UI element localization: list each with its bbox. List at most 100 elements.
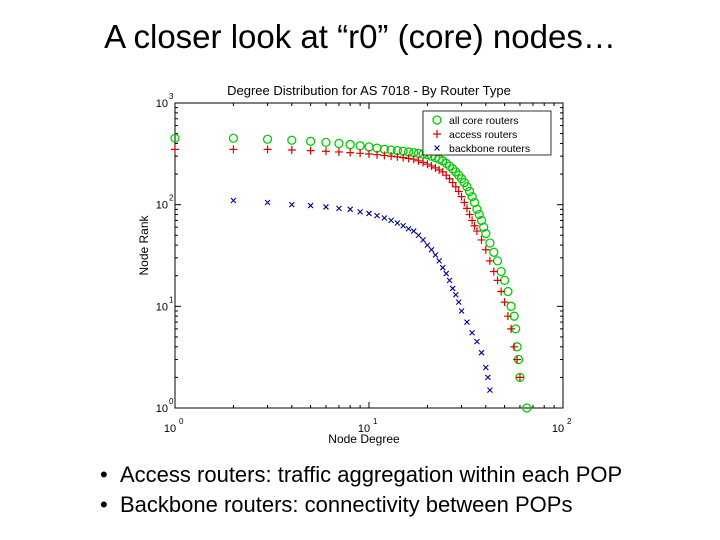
- data-point-x: [388, 217, 394, 224]
- x-axis-label: Node Degree: [328, 432, 400, 446]
- data-point-plus: [321, 147, 330, 156]
- data-point-circle: [472, 204, 482, 214]
- data-point-plus: [457, 192, 466, 201]
- bullet-dot-icon: •: [100, 492, 108, 517]
- data-point-plus: [465, 210, 474, 219]
- y-tick-label: 10: [156, 98, 168, 110]
- data-point-circle: [506, 301, 516, 311]
- data-point-x: [323, 204, 329, 210]
- data-point-plus: [489, 267, 498, 276]
- data-point-plus: [472, 227, 481, 236]
- series-circle: [170, 133, 532, 413]
- data-point-circle: [287, 135, 297, 145]
- legend-label: access routers: [449, 129, 517, 141]
- data-point-circle: [492, 256, 503, 266]
- data-point-x: [307, 202, 314, 209]
- y-tick-label: 10: [156, 403, 168, 415]
- bullet-item: • Backbone routers: connectivity between …: [100, 490, 622, 520]
- data-point-x: [410, 228, 417, 234]
- data-point-circle: [448, 164, 458, 174]
- data-point-plus: [393, 152, 402, 161]
- data-point-circle: [496, 266, 506, 277]
- y-tick-label-exponent: 2: [169, 194, 174, 203]
- data-point-x: [381, 215, 388, 221]
- x-tick-label: 10: [164, 423, 176, 435]
- data-point-plus: [438, 167, 447, 176]
- y-axis-label: Node Rank: [137, 214, 151, 275]
- data-point-x: [446, 277, 453, 284]
- data-point-circle: [262, 134, 273, 144]
- data-point-x: [400, 222, 407, 229]
- legend-marker-x: [434, 145, 440, 151]
- data-point-plus: [414, 156, 423, 165]
- x-tick-label-exponent: 2: [567, 417, 572, 426]
- data-point-circle: [462, 182, 472, 192]
- data-point-plus: [435, 165, 444, 174]
- data-point-plus: [493, 276, 502, 285]
- data-point-circle: [364, 142, 374, 152]
- data-point-plus: [423, 160, 432, 169]
- data-point-plus: [507, 324, 516, 333]
- data-point-circle: [355, 141, 365, 151]
- data-point-plus: [451, 182, 460, 191]
- data-point-x: [424, 242, 431, 249]
- data-point-plus: [468, 216, 477, 225]
- data-point-plus: [485, 256, 494, 265]
- y-tick-label-exponent: 0: [169, 397, 174, 406]
- series-x: [230, 197, 493, 393]
- data-point-x: [405, 225, 412, 232]
- data-point-x: [474, 338, 480, 345]
- data-point-x: [420, 237, 426, 243]
- data-point-plus: [171, 145, 179, 154]
- legend: all core routers access routers backbone r…: [422, 110, 552, 156]
- data-point-circle: [228, 133, 239, 143]
- data-point-x: [432, 252, 439, 258]
- data-point-circle: [170, 133, 180, 143]
- bullet-item: • Access routers: traffic aggregation wit…: [100, 460, 622, 490]
- data-point-x: [443, 270, 450, 277]
- data-point-plus: [513, 355, 522, 364]
- data-point-plus: [454, 187, 463, 196]
- data-point-plus: [409, 155, 418, 164]
- data-point-plus: [442, 171, 451, 180]
- data-point-x: [482, 364, 489, 371]
- data-point-plus: [229, 145, 238, 154]
- series-plus: [171, 145, 524, 382]
- data-point-plus: [380, 151, 389, 160]
- data-point-circle: [305, 136, 316, 146]
- x-tick-label: 10: [552, 423, 564, 435]
- data-point-circle: [489, 247, 499, 257]
- data-point-x: [336, 205, 342, 212]
- data-point-x: [469, 329, 475, 336]
- data-point-plus: [500, 298, 509, 307]
- data-point-x: [366, 210, 372, 217]
- data-point-x: [478, 349, 485, 356]
- data-point-plus: [510, 342, 519, 351]
- data-point-circle: [345, 139, 355, 150]
- data-point-circle: [334, 138, 344, 149]
- legend-label: backbone routers: [449, 143, 530, 155]
- data-point-x: [230, 197, 237, 204]
- legend-box: [422, 110, 552, 156]
- data-point-x: [288, 201, 295, 208]
- data-point-plus: [399, 153, 408, 162]
- data-point-plus: [387, 152, 396, 161]
- data-point-x: [484, 374, 491, 381]
- data-point-plus: [356, 149, 365, 158]
- data-point-plus: [448, 178, 457, 187]
- legend-marker-plus: [433, 130, 441, 138]
- y-tick-label: 10: [156, 301, 168, 313]
- data-point-plus: [462, 204, 471, 213]
- data-point-x: [449, 285, 456, 292]
- data-point-x: [374, 212, 380, 219]
- data-point-plus: [404, 154, 413, 163]
- data-point-x: [394, 220, 401, 226]
- y-tick-label-exponent: 3: [169, 92, 174, 101]
- chart-title: Degree Distribution for AS 7018 - By Rou…: [227, 83, 511, 98]
- legend-marker-circle: [432, 115, 442, 125]
- data-point-x: [452, 291, 459, 298]
- data-point-plus: [503, 312, 512, 321]
- data-point-x: [264, 199, 271, 206]
- bullet-dot-icon: •: [100, 462, 108, 487]
- x-tick-label-exponent: 0: [179, 417, 184, 426]
